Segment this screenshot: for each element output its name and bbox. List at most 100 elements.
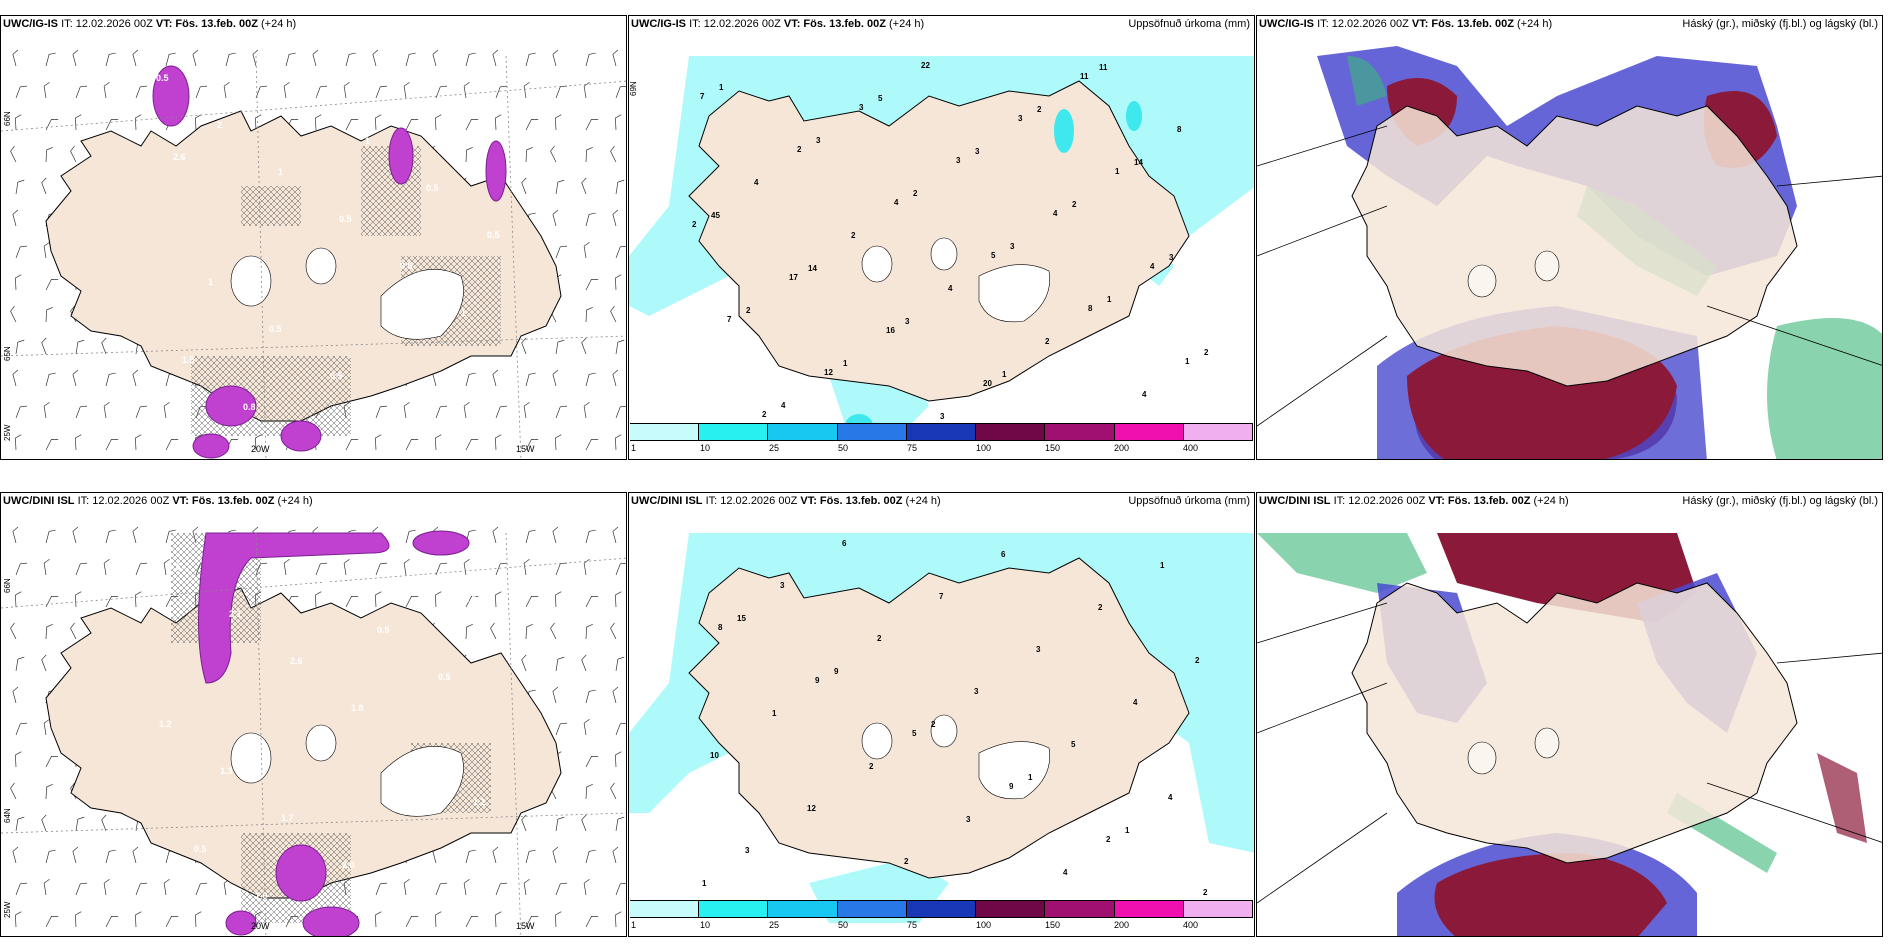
map-wind-snow: 0.5 2 1 0.5 0.5 1 1.5 0.8 1.1 1 0.5 0.5 1 0.5 0.5 0.7 2.… — [1, 49, 626, 459]
precip-value: 3 — [816, 136, 821, 145]
snow-label: 0.5 — [426, 183, 439, 193]
precip-value: 5 — [912, 729, 917, 738]
wind-barb — [463, 878, 470, 896]
wind-barb — [495, 405, 508, 419]
wind-barb — [105, 438, 119, 451]
wind-barb — [375, 434, 382, 451]
wind-barb — [135, 114, 142, 131]
wind-barb — [225, 52, 236, 67]
panel-dini-precip: UWC/DINI ISL IT: 12.02.2026 00Z VT: Fös.… — [628, 492, 1255, 937]
wind-barb — [555, 405, 568, 419]
wind-barb — [435, 562, 448, 576]
wind-barb — [495, 434, 502, 451]
wind-barb — [15, 85, 28, 99]
precip-value: 3 — [975, 147, 980, 156]
wind-barb — [615, 751, 622, 768]
wind-barb — [403, 558, 410, 576]
wind-barb — [75, 434, 82, 451]
wind-barb — [612, 846, 619, 864]
wind-barb — [132, 49, 139, 67]
precip-value: 5 — [878, 94, 883, 103]
precip-value: 4 — [1142, 390, 1147, 399]
wind-barb — [375, 562, 388, 576]
wind-barb — [315, 591, 322, 608]
wind-barb — [490, 622, 497, 640]
wind-barb — [463, 401, 470, 419]
wind-barb — [75, 591, 82, 608]
precip-value: 6 — [842, 539, 847, 548]
wind-barb — [525, 147, 533, 163]
wind-barb — [252, 49, 259, 67]
wind-barb — [615, 911, 622, 928]
precip-value: 1 — [772, 709, 777, 718]
wind-barb — [15, 339, 25, 355]
snow-label: 0.7 — [391, 418, 404, 428]
precip-value: 9 — [815, 676, 820, 685]
wind-barb — [103, 558, 110, 576]
wind-barb — [465, 372, 476, 387]
colorbar-labels: 1 10 25 50 75 100 150 200 400 — [631, 920, 1199, 930]
precip-value: 3 — [966, 815, 971, 824]
precip-value: 11 — [1099, 63, 1108, 72]
precip-value: 7 — [939, 592, 944, 601]
wind-barb — [345, 438, 359, 451]
wind-barb — [43, 718, 50, 736]
wind-barb — [45, 624, 53, 640]
wind-barb — [495, 85, 508, 99]
wind-barb — [75, 882, 88, 896]
wind-barb — [15, 911, 22, 928]
wind-barb — [10, 622, 17, 640]
wind-barb — [615, 274, 622, 291]
wind-barb — [615, 816, 625, 832]
wind-barb — [75, 816, 85, 832]
precip-value: 2 — [1072, 200, 1077, 209]
wind-barb — [585, 307, 593, 323]
wind-barb — [583, 241, 590, 259]
snow-label: 0.5 — [194, 844, 207, 854]
lon-label-20w: 20W — [251, 444, 270, 454]
precip-value: 2 — [1203, 888, 1208, 897]
colorbar-labels: 1 10 25 50 75 100 150 200 400 — [631, 443, 1199, 453]
wind-barb — [15, 882, 28, 896]
precip-value: 10 — [710, 751, 719, 760]
wind-barb — [105, 52, 116, 67]
snow-labels: 0.5 2 1 0.5 0.5 1 1.5 0.8 1.1 1 0.5 0.5 1 0.5 0.5 0.7 2.… — [156, 73, 500, 428]
precip-value: 14 — [1134, 158, 1143, 167]
wind-barb — [465, 147, 473, 163]
wind-barb — [610, 145, 617, 163]
wind-barb — [75, 114, 82, 131]
snow-label: 1.2 — [159, 719, 172, 729]
wind-barb — [525, 372, 536, 387]
precip-value: 2 — [913, 189, 918, 198]
precip-value: 6 — [1001, 550, 1006, 559]
snow-label: 1.0 — [255, 891, 268, 901]
wind-barb — [521, 814, 527, 832]
wind-barb — [525, 118, 539, 131]
wind-barb — [585, 212, 596, 227]
wind-barb — [463, 558, 470, 576]
wind-barb — [43, 401, 50, 419]
snow-label: 0.5 — [168, 562, 181, 572]
wind-barb — [41, 654, 47, 672]
wind-barb — [585, 915, 599, 928]
wind-barb — [45, 147, 53, 163]
wind-barb — [70, 145, 77, 163]
panel-header: UWC/DINI ISL IT: 12.02.2026 00Z VT: Fös.… — [1259, 495, 1878, 507]
wind-barb — [12, 526, 19, 544]
wind-barb — [255, 85, 268, 99]
wind-barb — [555, 722, 568, 736]
wind-barb — [555, 434, 562, 451]
wind-barb — [405, 915, 419, 928]
wind-barb — [10, 145, 17, 163]
wind-barb — [43, 241, 50, 259]
wind-barb — [610, 305, 617, 323]
precip-value: 5 — [1071, 740, 1076, 749]
wind-barb — [312, 49, 319, 67]
wind-barb — [615, 405, 626, 419]
wind-barb — [525, 915, 539, 928]
snow-label: 2.1 — [229, 609, 242, 619]
wind-barb — [72, 369, 79, 387]
precip-value: 9 — [1009, 782, 1014, 791]
wind-barb — [15, 179, 25, 195]
